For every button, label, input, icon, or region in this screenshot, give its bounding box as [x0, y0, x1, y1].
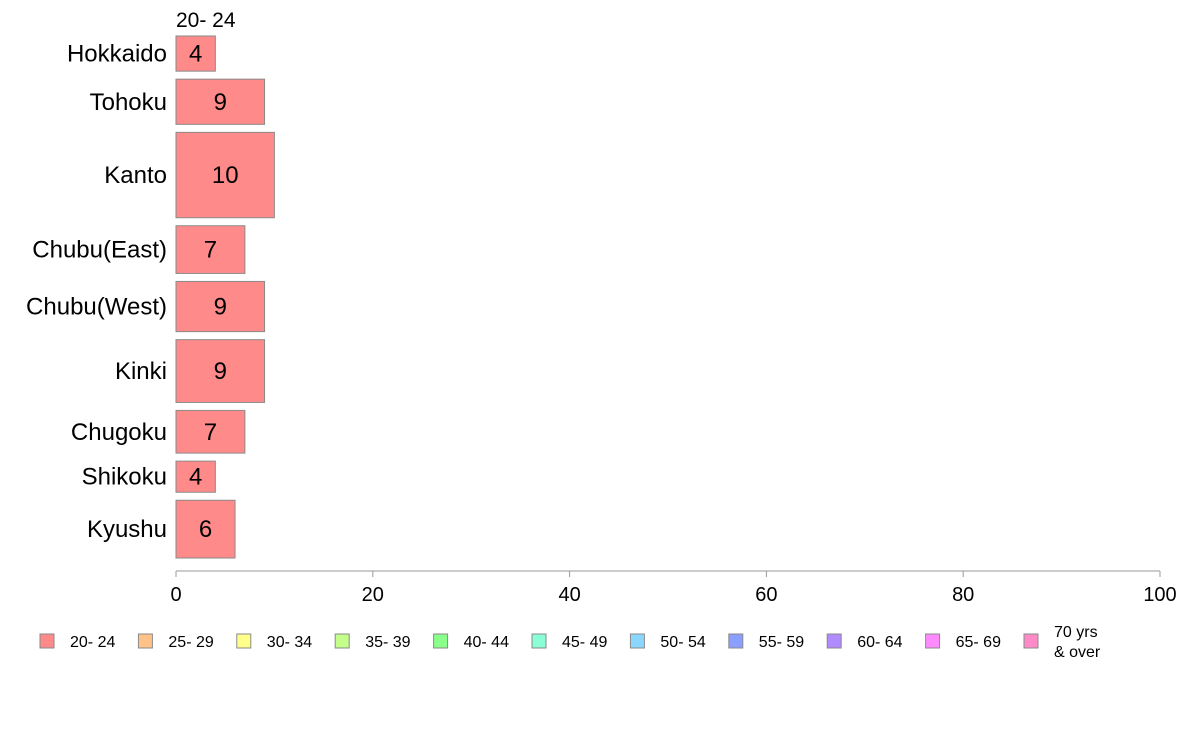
legend-label: 30- 34	[267, 634, 312, 651]
legend-swatch	[39, 633, 55, 649]
legend-label: 35- 39	[365, 634, 410, 651]
legend-label: 20- 24	[70, 634, 115, 651]
legend-label: 40- 44	[464, 634, 509, 651]
category-labels: Hokkaido Tohoku Kanto Chubu(East) Chubu(West…	[26, 41, 167, 544]
bar-chubu-west-	[175, 280, 266, 333]
x-tick-label: 100	[1143, 584, 1176, 606]
x-tick-label: 80	[952, 584, 974, 606]
category-label: Chubu(West)	[26, 294, 167, 321]
legend-label: 55- 59	[759, 634, 804, 651]
legend-swatch	[433, 633, 449, 649]
category-label: Chugoku	[71, 419, 167, 446]
bar-chubu-east-	[175, 225, 246, 274]
legend-swatch	[137, 633, 153, 649]
bar-value-label: 7	[204, 237, 217, 264]
category-label: Chubu(East)	[32, 237, 167, 264]
legend-label: 65- 69	[956, 634, 1001, 651]
legend-label: 45- 49	[562, 634, 607, 651]
legend-label: 60- 64	[857, 634, 902, 651]
legend-swatch	[925, 633, 941, 649]
bar-value-label: 9	[214, 89, 227, 116]
bar-kinki	[175, 339, 266, 403]
legend-swatch	[334, 633, 350, 649]
bar-hokkaido	[175, 35, 216, 72]
x-tick-label: 20	[362, 584, 384, 606]
legend-swatch	[728, 633, 744, 649]
bar-kyushu	[175, 499, 236, 559]
bar-value-label: 6	[199, 516, 212, 543]
category-label: Shikoku	[82, 464, 167, 491]
series-header: 20- 24	[176, 9, 236, 32]
legend-swatch	[629, 633, 645, 649]
bar-value-label: 4	[189, 41, 202, 68]
category-label: Tohoku	[90, 89, 167, 116]
legend-label: 50- 54	[660, 634, 705, 651]
bar-value-label: 4	[189, 464, 202, 491]
legend-label: 70 yrs & over	[1054, 624, 1101, 661]
category-label: Kinki	[115, 358, 167, 385]
x-axis: 0 20 40 60 80 100	[170, 570, 1177, 606]
legend-swatch	[531, 633, 547, 649]
bar-value-label: 9	[214, 358, 227, 385]
legend-swatch	[826, 633, 842, 649]
x-tick-label: 0	[170, 584, 181, 606]
bar-chugoku	[175, 409, 246, 454]
x-tick-label: 40	[558, 584, 580, 606]
legend-swatch	[236, 633, 252, 649]
x-tick-label: 60	[755, 584, 777, 606]
legend: 20- 24 25- 29 30- 34 35- 39 40- 44 45- 49 50- …	[39, 624, 1101, 661]
category-label: Kanto	[104, 162, 167, 189]
legend-label: 25- 29	[168, 634, 213, 651]
category-label: Kyushu	[87, 516, 167, 543]
legend-swatch	[1023, 633, 1039, 649]
bar-tohoku	[175, 78, 266, 125]
bar-shikoku	[175, 460, 216, 493]
category-label: Hokkaido	[67, 41, 167, 68]
bar-value-label: 10	[212, 162, 239, 189]
bar-value-label: 9	[214, 294, 227, 321]
bar-value-label: 7	[204, 419, 217, 446]
bar-kanto	[175, 131, 275, 219]
